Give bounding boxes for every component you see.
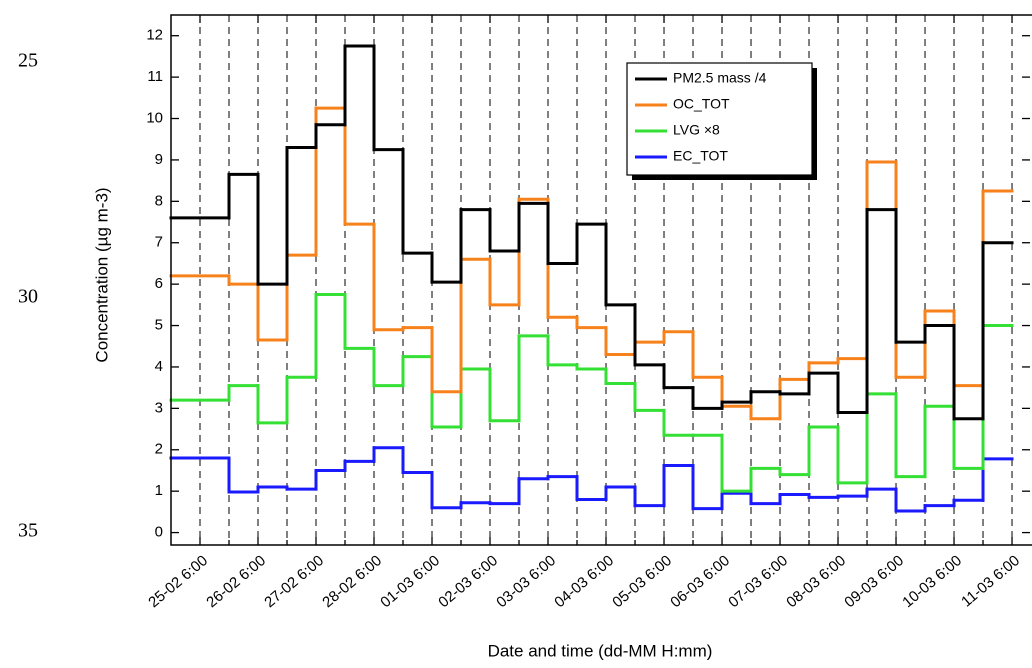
x-tick-label: 06-03 6:00 <box>667 552 733 611</box>
x-axis-title: Date and time (dd-MM H:mm) <box>488 641 713 660</box>
x-tick-label: 10-03 6:00 <box>899 552 965 611</box>
x-tick-label: 28-02 6:00 <box>319 552 385 611</box>
y-tick-label: 1 <box>155 482 163 499</box>
y-tick-label: 2 <box>155 441 163 458</box>
y-tick-label: 0 <box>155 524 163 541</box>
plot-frame <box>170 14 1032 546</box>
series <box>169 106 1014 421</box>
y-tick-label: 8 <box>155 192 163 209</box>
legend-label: OC_TOT <box>673 96 730 112</box>
x-tick-label: 08-03 6:00 <box>783 552 849 611</box>
x-tick-label: 09-03 6:00 <box>841 552 907 611</box>
y-tick-label: 11 <box>147 68 163 85</box>
legend-label: EC_TOT <box>673 148 728 164</box>
x-tick-label: 25-02 6:00 <box>145 552 211 611</box>
y-tick-label: 12 <box>146 27 163 44</box>
x-tick-label: 01-03 6:00 <box>377 552 443 611</box>
series <box>169 44 1014 421</box>
line-number: 25 <box>18 50 38 72</box>
y-tick-label: 4 <box>155 358 163 375</box>
x-tick-label: 07-03 6:00 <box>725 552 791 611</box>
series <box>169 292 1014 493</box>
y-tick-label: 5 <box>155 317 163 334</box>
y-tick-label: 9 <box>155 151 163 168</box>
y-tick-label: 3 <box>155 399 163 416</box>
x-tick-label: 04-03 6:00 <box>551 552 617 611</box>
y-tick-label: 6 <box>155 275 163 292</box>
y-tick-label: 10 <box>146 109 163 126</box>
line-number: 30 <box>18 286 38 308</box>
x-tick-label: 05-03 6:00 <box>609 552 675 611</box>
y-tick-label: 7 <box>155 234 163 251</box>
line-number: 35 <box>18 520 38 542</box>
x-tick-label: 26-02 6:00 <box>203 552 269 611</box>
x-tick-label: 11-03 6:00 <box>958 552 1023 610</box>
series <box>169 446 1014 513</box>
x-tick-label: 02-03 6:00 <box>435 552 501 611</box>
x-tick-label: 27-02 6:00 <box>261 552 327 611</box>
legend-label: LVG ×8 <box>673 122 720 138</box>
x-tick-label: 03-03 6:00 <box>493 552 559 611</box>
legend-label: PM2.5 mass /4 <box>673 70 767 86</box>
y-axis-title: Concentration (µg m-3) <box>92 187 111 362</box>
